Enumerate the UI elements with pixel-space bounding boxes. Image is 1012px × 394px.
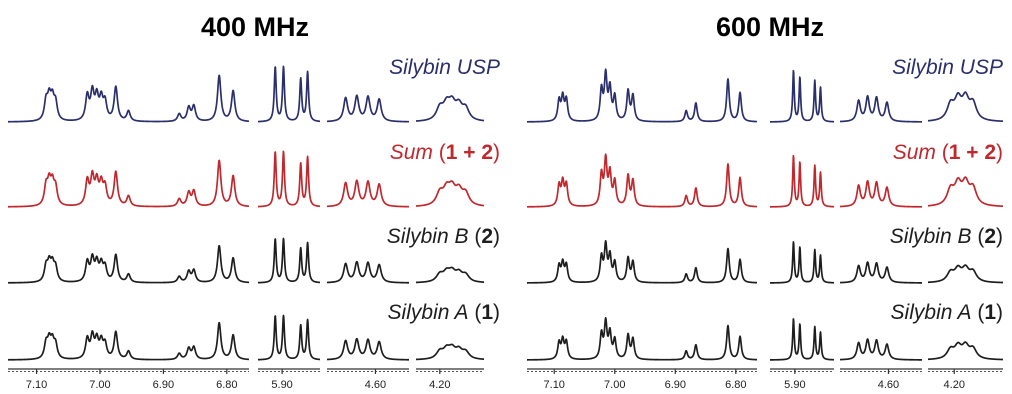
trace-segment bbox=[526, 68, 758, 123]
trace-segment bbox=[326, 337, 410, 361]
spectrum-trace-600-3 bbox=[526, 239, 1004, 284]
trace-segment bbox=[7, 159, 250, 208]
series-label-part: ( bbox=[971, 301, 984, 324]
series-label: Silybin B (2) bbox=[890, 225, 1003, 248]
series-label: Sum (1 + 2) bbox=[390, 141, 500, 164]
series-label-part: ( bbox=[936, 141, 949, 164]
tick-label: 7.10 bbox=[544, 379, 565, 391]
series-label-part: ( bbox=[971, 225, 984, 248]
series-label-part: Sum bbox=[390, 141, 433, 164]
series-label: Silybin USP bbox=[892, 56, 1003, 79]
series-label-part: ) bbox=[493, 301, 500, 324]
series-label-part: ) bbox=[493, 225, 500, 248]
trace-segment bbox=[326, 260, 410, 284]
series-label-part: ) bbox=[996, 141, 1003, 164]
series-label-part: Silybin A bbox=[891, 301, 972, 324]
series-label-part: Silybin B bbox=[387, 225, 469, 248]
trace-segment bbox=[526, 239, 758, 284]
spectrum-trace-400-2 bbox=[7, 150, 485, 208]
trace-segment bbox=[415, 266, 485, 284]
trace-segment bbox=[839, 94, 923, 123]
axis-segment: 7.10 7.00 6.90 6.80 bbox=[527, 368, 757, 391]
panel-title-600: 600 MHz bbox=[716, 12, 824, 42]
trace-segment bbox=[769, 241, 835, 284]
series-label-part: ( bbox=[468, 225, 481, 248]
trace-segment bbox=[769, 69, 835, 123]
spectrum-trace-600-2 bbox=[526, 153, 1004, 208]
axis-segment: 4.60 bbox=[327, 368, 409, 391]
tick-label: 6.80 bbox=[725, 379, 746, 391]
axis-segment: 4.60 bbox=[840, 368, 922, 391]
trace-segment bbox=[326, 94, 410, 123]
trace-segment bbox=[839, 261, 923, 284]
series-label-part: 1 + 2 bbox=[446, 141, 493, 164]
spectrum-trace-400-1 bbox=[7, 65, 485, 123]
axis-segment: 4.20 bbox=[416, 368, 484, 391]
trace-segment bbox=[526, 153, 758, 208]
series-label-part: ( bbox=[433, 141, 446, 164]
trace-segment bbox=[415, 343, 485, 361]
tick-label: 7.00 bbox=[604, 379, 625, 391]
tick-label: 5.90 bbox=[271, 379, 292, 391]
series-label-part: ( bbox=[468, 301, 481, 324]
series-label-part: Silybin USP bbox=[389, 56, 500, 79]
series-label-part: 2 bbox=[481, 225, 493, 248]
tick-label: 6.90 bbox=[665, 379, 686, 391]
tick-label: 5.90 bbox=[784, 379, 805, 391]
trace-segment bbox=[7, 321, 250, 361]
series-label-part: Silybin USP bbox=[892, 56, 1003, 79]
trace-segment bbox=[7, 74, 250, 123]
spectrum-trace-400-4 bbox=[7, 314, 485, 361]
trace-segment bbox=[839, 338, 923, 361]
series-label: Silybin A (1) bbox=[891, 301, 1003, 324]
series-label: Silybin B (2) bbox=[387, 225, 500, 248]
tick-label: 4.20 bbox=[429, 379, 450, 391]
tick-label: 7.00 bbox=[89, 379, 110, 391]
tick-label: 6.80 bbox=[216, 379, 237, 391]
tick-label: 4.20 bbox=[944, 379, 965, 391]
trace-segment bbox=[326, 179, 410, 208]
trace-segment bbox=[257, 314, 321, 361]
trace-segment bbox=[927, 264, 1004, 284]
trace-segment bbox=[526, 316, 758, 361]
series-label-part: Silybin A bbox=[388, 301, 469, 324]
tick-label: 6.90 bbox=[153, 379, 174, 391]
trace-segment bbox=[415, 180, 485, 207]
trace-segment bbox=[769, 154, 835, 208]
spectrum-trace-400-3 bbox=[7, 237, 485, 284]
tick-label: 4.60 bbox=[878, 379, 899, 391]
series-label-part: ) bbox=[493, 141, 500, 164]
trace-segment bbox=[7, 244, 250, 284]
axis-segment: 5.90 bbox=[770, 368, 834, 391]
series-label-part: 1 + 2 bbox=[949, 141, 996, 164]
series-label-part: 2 bbox=[984, 225, 996, 248]
trace-segment bbox=[927, 176, 1004, 208]
axis-segment: 4.20 bbox=[928, 368, 1003, 391]
trace-segment bbox=[257, 150, 321, 208]
spectrum-trace-600-1 bbox=[526, 68, 1004, 123]
trace-segment bbox=[415, 95, 485, 122]
spectrum-trace-600-4 bbox=[526, 316, 1004, 361]
tick-label: 4.60 bbox=[365, 379, 386, 391]
trace-segment bbox=[769, 318, 835, 361]
series-label-part: Sum bbox=[893, 141, 936, 164]
axis-segment: 5.90 bbox=[258, 368, 320, 391]
tick-label: 7.10 bbox=[26, 379, 47, 391]
series-label: Silybin USP bbox=[389, 56, 500, 79]
trace-segment bbox=[257, 65, 321, 123]
axis-segment: 7.10 7.00 6.90 6.80 bbox=[8, 368, 249, 391]
series-label-part: 1 bbox=[984, 301, 996, 324]
series-label-part: ) bbox=[996, 301, 1003, 324]
series-label-part: 1 bbox=[481, 301, 493, 324]
panel-title-400: 400 MHz bbox=[201, 12, 309, 42]
trace-segment bbox=[927, 91, 1004, 123]
trace-segment bbox=[927, 341, 1004, 361]
series-label-part: Silybin B bbox=[890, 225, 972, 248]
series-label: Sum (1 + 2) bbox=[893, 141, 1003, 164]
series-label: Silybin A (1) bbox=[388, 301, 500, 324]
trace-segment bbox=[257, 237, 321, 284]
series-label-part: ) bbox=[996, 225, 1003, 248]
trace-segment bbox=[839, 179, 923, 208]
